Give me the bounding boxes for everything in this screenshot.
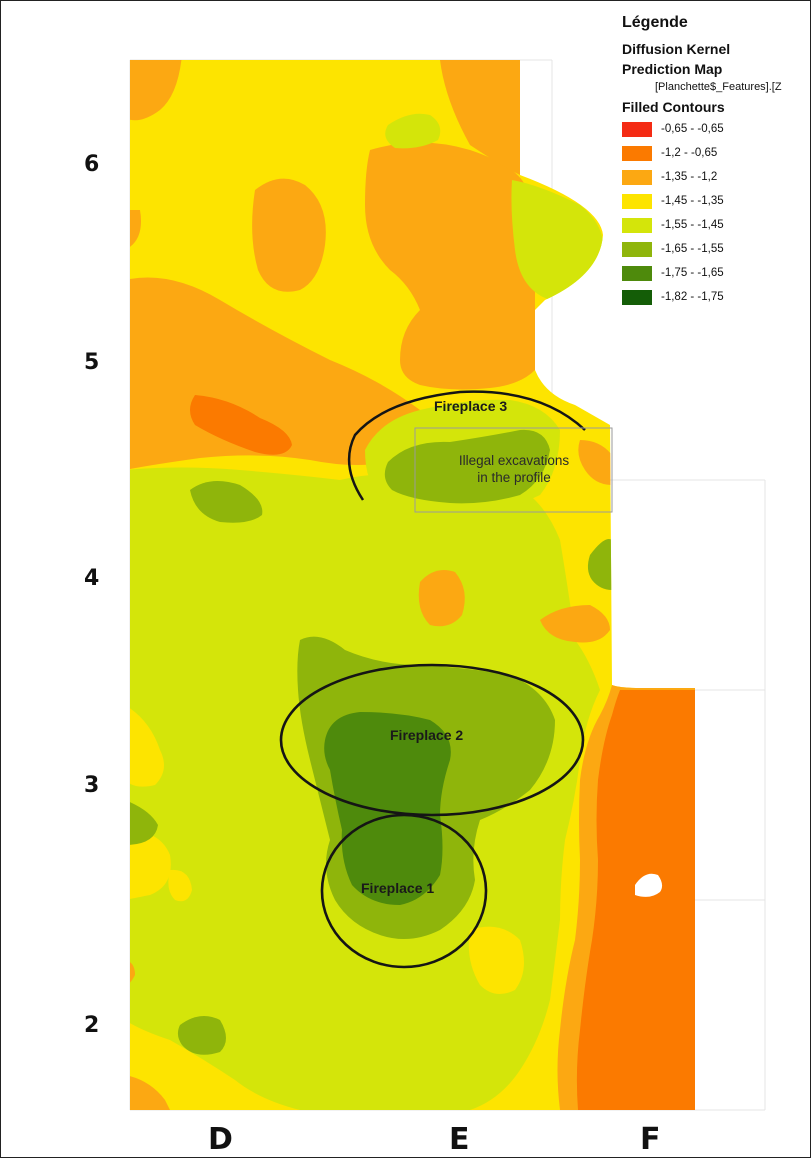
illegal-excavations-label: Illegal excavations in the profile — [416, 452, 612, 486]
legend-class-0: -0,65 - -0,65 — [622, 117, 811, 141]
legend-class-label: -1,2 - -0,65 — [661, 147, 718, 159]
legend-source: [Planchette$_Features].[Z — [655, 81, 782, 93]
legend-class-label: -1,82 - -1,75 — [661, 291, 724, 303]
annotation-shapes — [279, 390, 613, 969]
legend-class-label: -1,35 - -1,2 — [661, 171, 718, 183]
legend-map-type: Prediction Map — [622, 61, 723, 77]
fireplace-1-circle — [320, 813, 488, 969]
legend-swatch — [622, 145, 652, 161]
fireplace-2-ellipse — [279, 663, 585, 817]
fireplace-3-label: Fireplace 3 — [434, 398, 508, 414]
row-label-5: 5 — [84, 350, 101, 375]
legend-class-6: -1,75 - -1,65 — [622, 261, 811, 285]
legend-class-2: -1,35 - -1,2 — [622, 165, 811, 189]
illegal-excavations-box — [414, 427, 613, 513]
row-label-4: 4 — [84, 566, 101, 591]
legend-class-label: -1,65 - -1,55 — [661, 243, 724, 255]
column-label-e: E — [449, 1122, 470, 1157]
legend-layer: Diffusion Kernel — [622, 41, 731, 57]
fireplace-2-label: Fireplace 2 — [390, 727, 464, 743]
contour-surface — [130, 60, 695, 1110]
legend-class-1: -1,2 - -0,65 — [622, 141, 811, 165]
legend-swatch — [622, 241, 652, 257]
fireplace-1-label: Fireplace 1 — [361, 880, 435, 896]
legend-classes: -0,65 - -0,65 -1,2 - -0,65 -1,35 - -1,2 -1,… — [622, 117, 811, 309]
legend-class-3: -1,45 - -1,35 — [622, 189, 811, 213]
legend-swatch — [622, 193, 652, 209]
legend-class-label: -0,65 - -0,65 — [661, 123, 724, 135]
legend-title: Légende — [622, 14, 688, 31]
legend-swatch — [622, 265, 652, 281]
illegal-excavations-line-1: Illegal excavations — [458, 453, 570, 468]
illegal-excavations-line-2: in the profile — [477, 470, 551, 485]
legend: Légende Diffusion Kernel Prediction Map … — [622, 14, 811, 309]
column-label-d: D — [208, 1122, 233, 1157]
fireplace-3-arc — [347, 390, 586, 501]
legend-class-label: -1,75 - -1,65 — [661, 267, 724, 279]
legend-class-7: -1,82 - -1,75 — [622, 285, 811, 309]
row-label-3: 3 — [84, 773, 101, 798]
row-label-2: 2 — [84, 1013, 101, 1038]
legend-swatch — [622, 289, 652, 305]
row-label-6: 6 — [84, 152, 101, 177]
column-label-f: F — [640, 1122, 661, 1157]
legend-swatch — [622, 121, 652, 137]
legend-class-5: -1,65 - -1,55 — [622, 237, 811, 261]
legend-class-label: -1,45 - -1,35 — [661, 195, 724, 207]
legend-swatch — [622, 217, 652, 233]
legend-class-label: -1,55 - -1,45 — [661, 219, 724, 231]
legend-swatch — [622, 169, 652, 185]
legend-class-4: -1,55 - -1,45 — [622, 213, 811, 237]
legend-contours-title: Filled Contours — [622, 99, 725, 115]
